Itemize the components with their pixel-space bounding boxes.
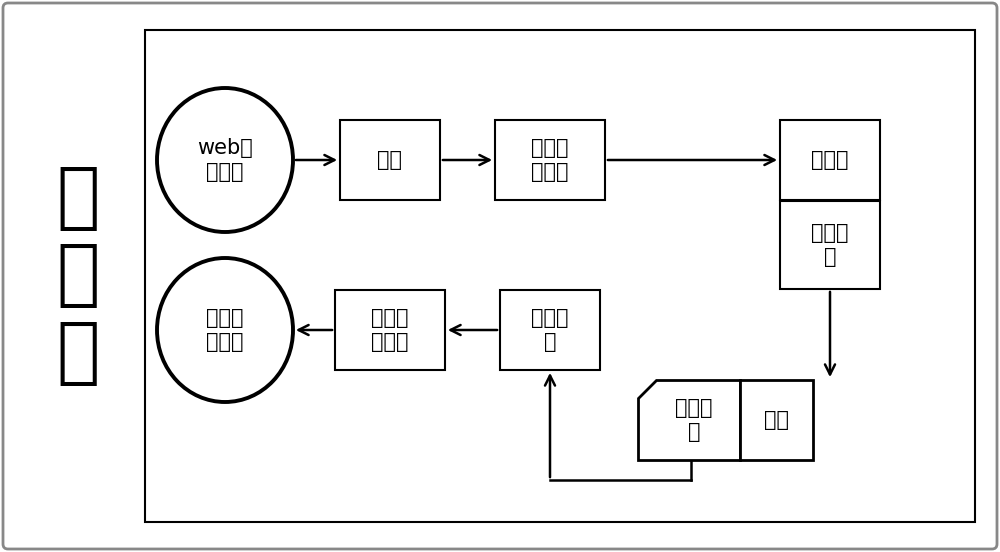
Bar — [145, 30, 975, 522]
Text: 序列编
码: 序列编 码 — [531, 307, 569, 352]
Text: 序列长
度处理: 序列长 度处理 — [371, 307, 409, 352]
Bar — [740, 380, 813, 460]
Text: 中文字
符替换: 中文字 符替换 — [531, 137, 569, 182]
Bar — [780, 201, 880, 289]
Bar — [500, 290, 600, 370]
Ellipse shape — [157, 88, 293, 232]
Text: web请
求数据: web请 求数据 — [197, 137, 253, 182]
Text: 预
处
理: 预 处 理 — [56, 164, 100, 388]
Text: 字典文
件: 字典文 件 — [675, 397, 713, 442]
Text: 字典提
取: 字典提 取 — [811, 222, 849, 267]
Text: 解码: 解码 — [378, 150, 402, 170]
Polygon shape — [638, 380, 740, 460]
Bar — [780, 120, 880, 200]
Bar — [335, 290, 445, 370]
Text: 模型输
入数据: 模型输 入数据 — [206, 307, 244, 352]
Text: 转小写: 转小写 — [811, 150, 849, 170]
Bar — [340, 120, 440, 200]
Text: 保存: 保存 — [764, 410, 789, 430]
Bar — [495, 120, 605, 200]
Ellipse shape — [157, 258, 293, 402]
FancyBboxPatch shape — [3, 3, 997, 549]
